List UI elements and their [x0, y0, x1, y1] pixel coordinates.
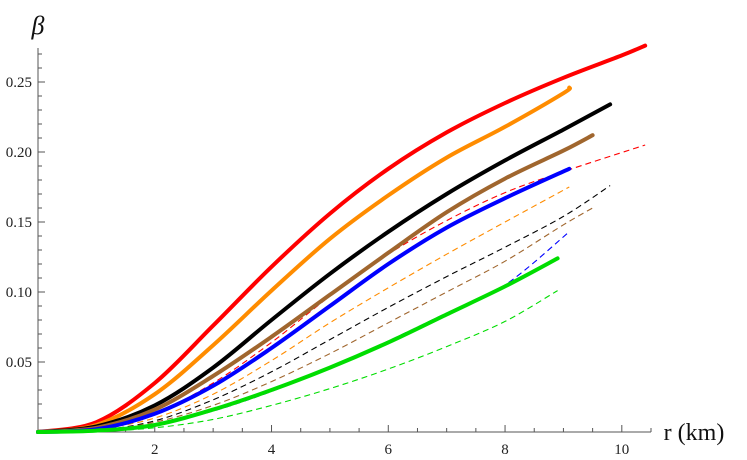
axes [37, 48, 652, 433]
x-axis-label: r (km) [664, 420, 725, 446]
y-tick-label: 0.25 [6, 75, 32, 91]
solid-series-line [36, 256, 560, 434]
dashed-series-line [37, 186, 570, 433]
x-axis-ticks: 2 4 6 8 10 [151, 442, 629, 458]
dashed-series-line [37, 207, 593, 433]
dashed-series-line [37, 185, 611, 433]
y-tick-label: 0.05 [6, 355, 32, 371]
y-axis-ticks: 0.05 0.10 0.15 0.20 0.25 [6, 75, 32, 371]
dashed-series-line [37, 290, 558, 433]
solid-series-line [36, 85, 572, 434]
y-tick-label: 0.10 [6, 285, 32, 301]
x-tick-label: 8 [501, 442, 509, 458]
series-layer [36, 43, 648, 434]
x-tick-label: 10 [614, 442, 629, 458]
solid-series-line [36, 166, 572, 434]
solid-series-line [36, 43, 648, 434]
x-tick-label: 4 [268, 442, 276, 458]
solid-series-line [36, 102, 613, 434]
solid-series-line [36, 133, 595, 434]
x-tick-label: 6 [385, 442, 393, 458]
y-tick-label: 0.20 [6, 145, 32, 161]
y-tick-label: 0.15 [6, 215, 32, 231]
y-axis-label: β [31, 11, 45, 40]
x-tick-label: 2 [151, 442, 159, 458]
